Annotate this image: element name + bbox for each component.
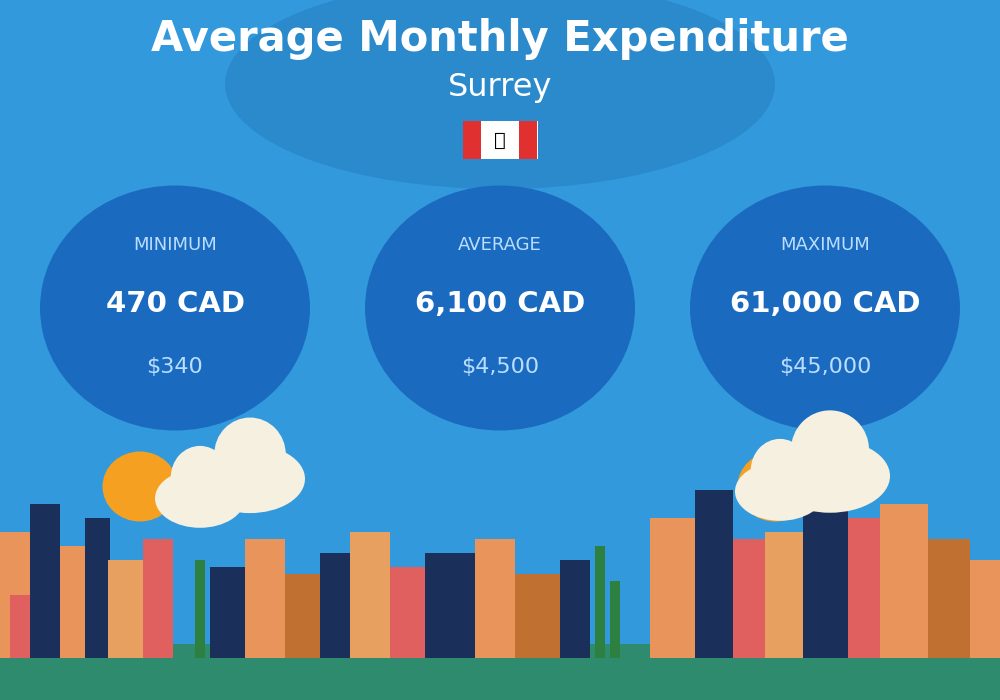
Bar	[425, 553, 475, 658]
Ellipse shape	[690, 186, 960, 430]
Bar	[0, 532, 35, 658]
Bar	[285, 574, 320, 658]
Bar	[320, 553, 350, 658]
Ellipse shape	[103, 452, 178, 522]
Ellipse shape	[738, 452, 812, 522]
Bar	[733, 539, 765, 658]
Bar	[85, 518, 110, 658]
Bar	[560, 560, 590, 658]
Bar	[143, 539, 173, 658]
Bar	[195, 560, 205, 658]
Text: $4,500: $4,500	[461, 358, 539, 377]
Bar	[0, 644, 1000, 700]
Bar	[515, 574, 560, 658]
Bar	[60, 546, 88, 658]
Bar	[880, 504, 928, 658]
Text: MINIMUM: MINIMUM	[133, 236, 217, 254]
Bar	[848, 518, 880, 658]
Ellipse shape	[155, 469, 245, 528]
Ellipse shape	[225, 0, 775, 189]
Text: MAXIMUM: MAXIMUM	[780, 236, 870, 254]
Bar	[928, 539, 970, 658]
Bar	[765, 532, 803, 658]
Bar	[519, 120, 537, 160]
Text: 61,000 CAD: 61,000 CAD	[730, 290, 920, 318]
Bar	[462, 120, 481, 160]
Text: 470 CAD: 470 CAD	[106, 290, 244, 318]
Bar	[650, 518, 695, 658]
Text: 🍁: 🍁	[494, 130, 506, 150]
Bar	[695, 490, 733, 658]
Ellipse shape	[365, 186, 635, 430]
Text: $340: $340	[147, 358, 203, 377]
Bar	[108, 560, 143, 658]
Bar	[350, 532, 390, 658]
Ellipse shape	[171, 446, 229, 509]
Ellipse shape	[791, 410, 869, 489]
Bar	[475, 539, 515, 658]
Ellipse shape	[770, 440, 890, 512]
Text: $45,000: $45,000	[779, 358, 871, 377]
Bar	[595, 546, 605, 658]
Bar	[803, 476, 848, 658]
Bar	[210, 567, 245, 658]
Bar	[390, 567, 425, 658]
Ellipse shape	[735, 462, 825, 521]
Text: 6,100 CAD: 6,100 CAD	[415, 290, 585, 318]
Text: AVERAGE: AVERAGE	[458, 236, 542, 254]
Bar	[245, 539, 285, 658]
Bar	[10, 595, 30, 658]
Ellipse shape	[195, 444, 305, 513]
Bar	[610, 581, 620, 658]
Ellipse shape	[751, 439, 809, 502]
Ellipse shape	[214, 417, 286, 491]
Ellipse shape	[40, 186, 310, 430]
Text: Surrey: Surrey	[448, 72, 552, 103]
Bar	[462, 120, 538, 160]
Text: Average Monthly Expenditure: Average Monthly Expenditure	[151, 18, 849, 60]
Bar	[970, 560, 1000, 658]
Bar	[30, 504, 60, 658]
